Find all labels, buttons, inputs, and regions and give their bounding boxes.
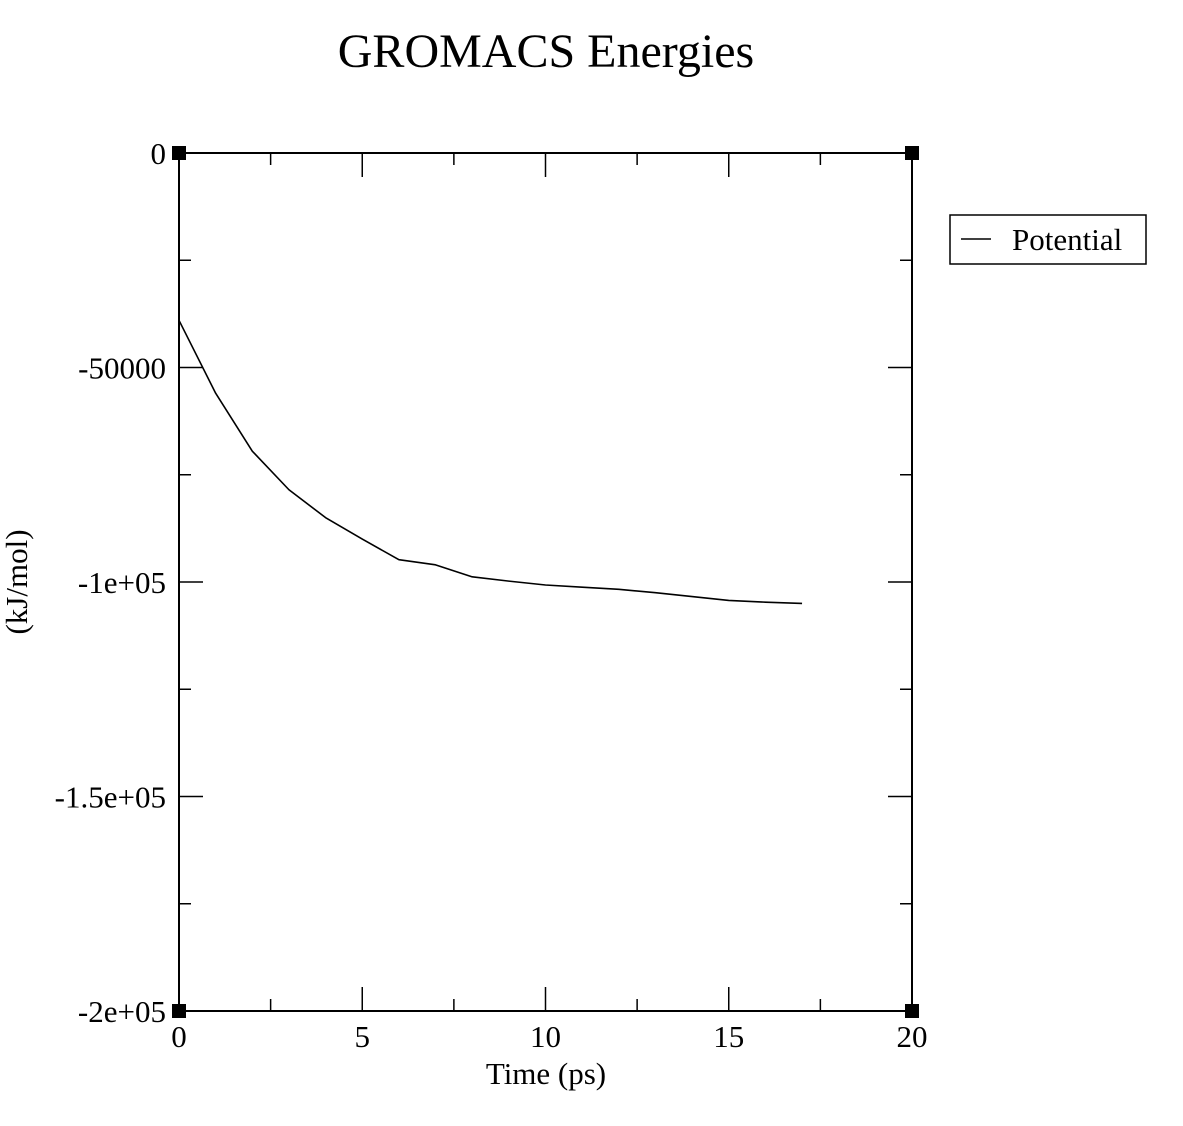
legend-label-potential: Potential [1012, 222, 1122, 257]
series-layer [178, 319, 803, 605]
axis-ticks [178, 152, 913, 1012]
x-tick-label: 20 [897, 1019, 928, 1054]
y-tick-label: -50000 [78, 351, 166, 386]
y-tick-label: -1e+05 [78, 565, 166, 600]
x-tick-label: 5 [355, 1019, 371, 1054]
x-tick-labels: 0 5 10 15 20 [171, 1019, 927, 1054]
plot-frame [178, 152, 913, 1012]
y-tick-labels: 0 -50000 -1e+05 -1.5e+05 -2e+05 [55, 136, 166, 1029]
corner-marker [905, 146, 919, 160]
series-line-potential [178, 319, 803, 605]
legend: Potential [949, 214, 1147, 265]
x-tick-label: 10 [530, 1019, 561, 1054]
corner-marker [905, 1004, 919, 1018]
y-tick-label: -1.5e+05 [55, 780, 166, 815]
frame-corner-markers [172, 146, 919, 1018]
y-tick-label: -2e+05 [78, 994, 166, 1029]
y-tick-label: 0 [151, 136, 167, 171]
x-tick-label: 0 [171, 1019, 187, 1054]
corner-marker [172, 146, 186, 160]
x-tick-label: 15 [713, 1019, 744, 1054]
chart-title: GROMACS Energies [338, 25, 754, 78]
y-axis-label: (kJ/mol) [0, 529, 34, 634]
corner-marker [172, 1004, 186, 1018]
x-axis-label: Time (ps) [486, 1056, 606, 1091]
